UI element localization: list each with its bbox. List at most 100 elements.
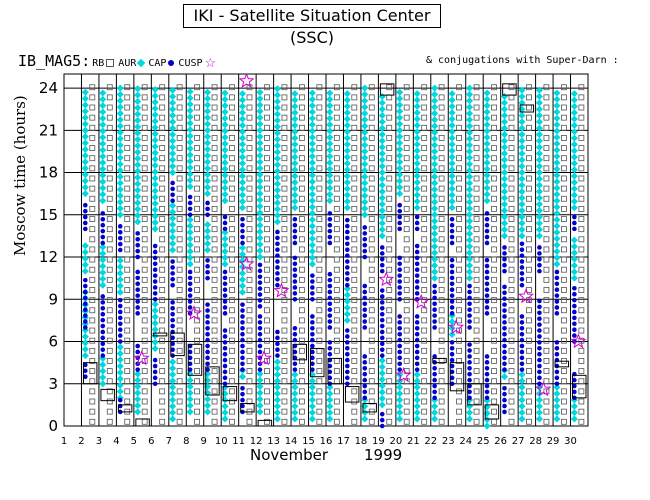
rb-marker (316, 347, 323, 354)
rb-marker (333, 246, 340, 253)
rb-marker (560, 135, 567, 141)
rb-marker (159, 266, 166, 273)
rb-marker (368, 307, 375, 314)
aur-marker (134, 199, 142, 207)
aur-marker (396, 158, 404, 166)
cusp-marker (345, 340, 350, 345)
aur-marker (151, 168, 159, 176)
aur-marker (221, 95, 229, 103)
cusp-marker (117, 224, 123, 229)
aur-marker (204, 177, 212, 185)
cusp-marker (170, 347, 175, 352)
conjugation-star (238, 72, 255, 88)
rb-marker (124, 145, 131, 151)
cusp-marker (519, 355, 525, 361)
rb-marker (508, 287, 515, 293)
rb-marker (264, 155, 270, 162)
rb-marker (403, 124, 410, 131)
rb-marker (403, 155, 410, 162)
conjugation-star (133, 349, 150, 366)
rb-marker (281, 94, 288, 101)
rb-marker (194, 378, 200, 385)
rb-marker (473, 216, 480, 222)
rb-marker (211, 195, 218, 202)
rb-marker (403, 266, 410, 273)
rb-marker (298, 175, 305, 182)
cusp-marker (83, 214, 88, 220)
aur-marker (169, 233, 177, 241)
rb-marker (264, 236, 270, 243)
cusp-marker (275, 335, 280, 341)
rb-marker (403, 327, 410, 334)
rb-marker (368, 135, 375, 141)
cusp-marker (432, 395, 437, 401)
aur-marker (378, 388, 386, 396)
aur-marker (500, 99, 509, 107)
rb-marker (368, 287, 375, 293)
rb-marker (124, 347, 131, 354)
conjugation-star (395, 366, 412, 383)
rb-marker (281, 388, 288, 395)
aur-marker (273, 218, 281, 226)
rb-marker (316, 276, 323, 283)
rb-marker (491, 124, 497, 131)
rb-marker (438, 155, 445, 162)
aur-marker (466, 179, 474, 187)
aur-marker (291, 147, 299, 155)
rb-marker (281, 195, 288, 202)
rb-marker (176, 104, 183, 111)
aur-marker (535, 112, 543, 120)
rb-marker (508, 165, 515, 172)
cusp-marker (362, 231, 368, 236)
rb-marker (543, 317, 550, 324)
rb-marker (438, 94, 445, 101)
y-tick-label: 9 (48, 290, 58, 308)
rb-marker (211, 84, 218, 91)
cusp-marker (484, 389, 490, 395)
aur-marker (134, 104, 142, 112)
rb-marker (159, 195, 166, 202)
rb-marker (421, 327, 428, 334)
rb-marker (298, 368, 305, 374)
rb-marker (386, 388, 393, 395)
rb-marker (491, 378, 497, 385)
rb-marker (438, 327, 445, 334)
aur-marker (500, 150, 509, 158)
x-tick-label: 7 (166, 436, 172, 447)
rb-marker (106, 317, 113, 324)
rb-marker (491, 297, 497, 304)
rb-marker (386, 124, 393, 131)
rb-marker (298, 327, 305, 334)
rb-marker (124, 114, 131, 121)
aur-marker (326, 409, 334, 417)
time-window-box (432, 357, 447, 364)
x-tick-label: 11 (232, 436, 245, 447)
rb-marker (491, 246, 497, 253)
cusp-marker (205, 200, 210, 206)
rb-marker (229, 337, 235, 344)
cusp-marker (292, 228, 298, 234)
aur-marker (291, 377, 299, 385)
aur-marker (378, 169, 386, 177)
rb-marker (316, 104, 323, 111)
aur-marker (396, 190, 404, 198)
cusp-marker (449, 234, 455, 240)
rb-marker (543, 145, 550, 151)
rb-marker (281, 145, 288, 151)
rb-marker (176, 388, 183, 395)
rb-marker (508, 94, 515, 101)
aur-marker (518, 181, 526, 189)
x-tick-label: 19 (372, 436, 385, 447)
rb-marker (89, 378, 96, 385)
rb-marker (281, 368, 288, 374)
rb-marker (578, 317, 585, 324)
rb-marker (351, 216, 358, 222)
cusp-marker (537, 245, 542, 250)
rb-marker (211, 155, 218, 162)
x-tick-label: 6 (148, 436, 154, 447)
rb-marker (176, 307, 183, 314)
cusp-marker (205, 331, 210, 337)
rb-marker (368, 226, 375, 233)
cusp-marker (275, 265, 280, 270)
cusp-marker (379, 353, 385, 358)
